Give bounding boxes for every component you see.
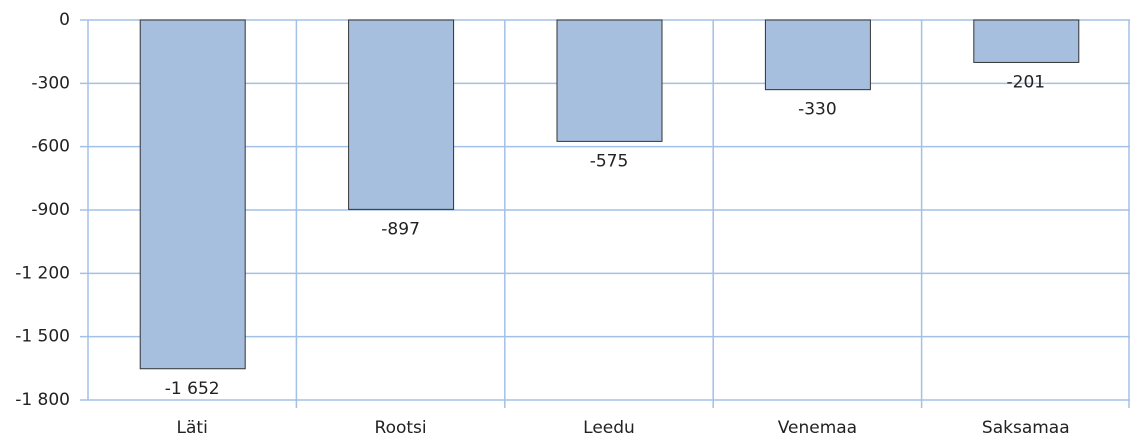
data-label: -201 — [1007, 72, 1046, 92]
y-tick-label: -1 200 — [15, 263, 70, 283]
x-tick-label: Saksamaa — [982, 418, 1070, 438]
bar — [764, 19, 871, 91]
y-tick-label: 0 — [59, 10, 70, 30]
data-label: -575 — [590, 151, 629, 171]
y-tick-label: -1 500 — [15, 327, 70, 347]
y-tick-label: -1 800 — [15, 390, 70, 410]
y-tick-label: -600 — [31, 137, 70, 157]
y-tick-label: -300 — [31, 73, 70, 93]
data-label: -1 652 — [165, 379, 220, 399]
data-label: -330 — [798, 100, 837, 120]
y-tick-label: -900 — [31, 200, 70, 220]
bar — [973, 19, 1080, 63]
bar — [556, 19, 663, 142]
bar — [139, 19, 246, 370]
bar — [348, 19, 455, 210]
x-tick-label: Rootsi — [375, 418, 427, 438]
x-tick-label: Venemaa — [778, 418, 857, 438]
data-label: -897 — [381, 219, 420, 239]
x-tick-label: Läti — [177, 418, 208, 438]
x-tick-label: Leedu — [583, 418, 635, 438]
